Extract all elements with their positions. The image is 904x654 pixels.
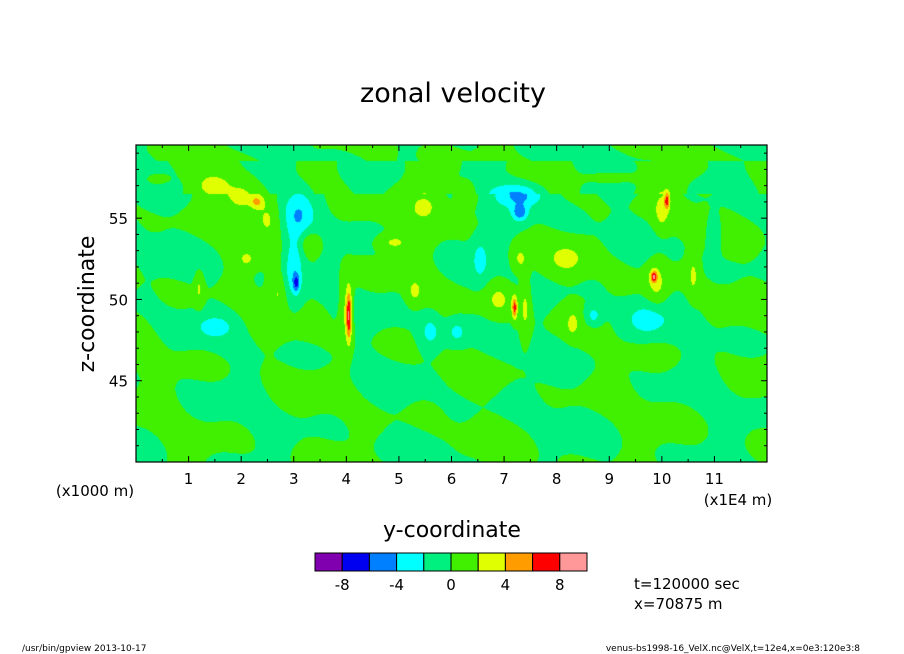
colorbar-swatch	[341, 552, 370, 572]
colorbar-tick-label: 0	[446, 576, 456, 594]
colorbar-swatch	[396, 552, 425, 572]
y-tick-label: 50	[109, 291, 128, 309]
colorbar-swatch	[423, 552, 452, 572]
x-tick-label: 10	[652, 470, 671, 488]
colorbar-swatch	[477, 552, 506, 572]
y-tick-label: 45	[109, 373, 128, 391]
colorbar-tick-label: 4	[501, 576, 511, 594]
x-scale-label: (x1E4 m)	[704, 491, 773, 509]
x-tick-label: 2	[236, 470, 246, 488]
colorbar-tick-label: -4	[389, 576, 404, 594]
x-tick-label: 4	[342, 470, 352, 488]
x-tick-label: 5	[394, 470, 404, 488]
x-tick-label: 3	[289, 470, 299, 488]
plot-area	[135, 144, 768, 463]
y-axis: 45 50 55	[109, 152, 767, 447]
x-tick-label: 8	[552, 470, 562, 488]
colorbar: -8 -4 0 4 8	[314, 552, 588, 594]
colorbar-swatch	[559, 552, 588, 572]
y-tick-label: 55	[109, 210, 128, 228]
x-axis: 1 2 3 4 5 6 7 8 9 10 11	[135, 145, 768, 488]
chart-title: zonal velocity	[360, 78, 546, 109]
colorbar-tick-label: -8	[335, 576, 350, 594]
heatmap-field	[136, 145, 767, 462]
x-tick-label: 9	[604, 470, 614, 488]
colorbar-swatch	[504, 552, 534, 572]
colorbar-swatch	[450, 552, 479, 572]
y-scale-label: (x1000 m)	[56, 482, 134, 500]
colorbar-swatch	[532, 552, 561, 572]
colorbar-tick-label: 8	[555, 576, 565, 594]
time-label: t=120000 sec	[634, 575, 740, 593]
x-axis-title: y-coordinate	[383, 518, 521, 543]
y-axis-title: z-coordinate	[75, 236, 100, 373]
x-tick-label: 7	[499, 470, 509, 488]
x-tick-label: 1	[184, 470, 194, 488]
x-tick-label: 6	[447, 470, 457, 488]
x-position-label: x=70875 m	[634, 595, 723, 613]
colorbar-swatch	[368, 552, 398, 572]
footer-file: venus-bs1998-16_VelX.nc@VelX,t=12e4,x=0e…	[606, 644, 860, 654]
x-tick-label: 11	[705, 470, 724, 488]
footer-command: /usr/bin/gpview 2013-10-17	[22, 644, 146, 654]
colorbar-swatch	[314, 552, 343, 572]
